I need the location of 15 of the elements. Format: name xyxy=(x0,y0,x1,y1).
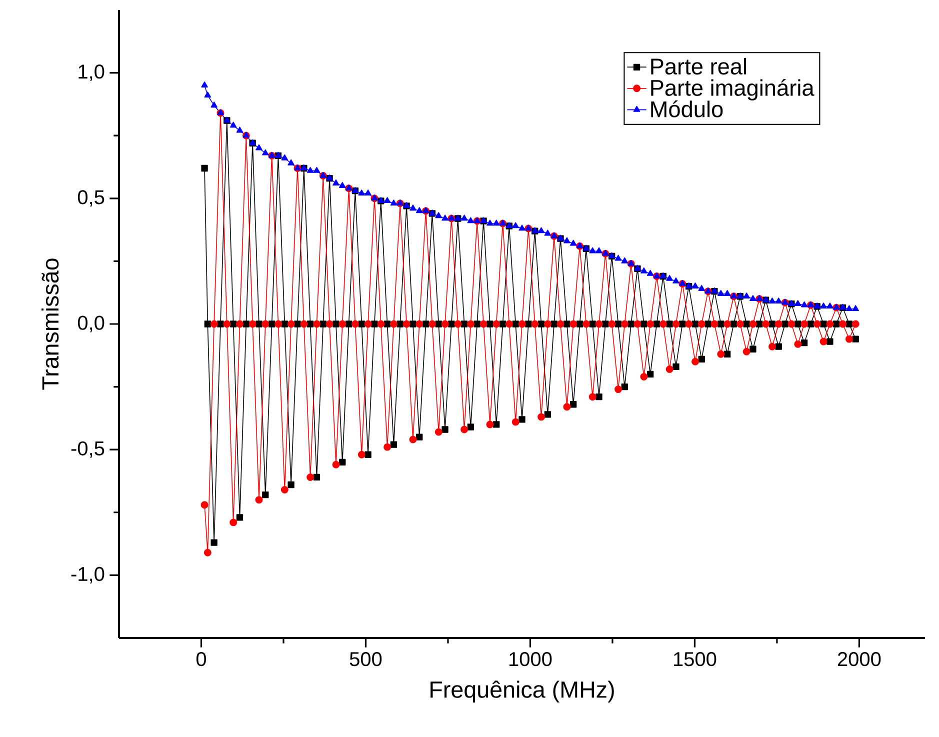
y-tick-label: 0,0 xyxy=(78,316,104,332)
x-tick-label: 1000 xyxy=(510,652,552,666)
x-tick-label: 500 xyxy=(350,652,382,666)
y-tick-label: -0,5 xyxy=(71,441,104,458)
x-tick-label: 1500 xyxy=(674,652,716,666)
y-tick-label: 0,5 xyxy=(78,190,104,207)
x-tick-label: 2000 xyxy=(838,652,881,666)
x-tick-label: 0 xyxy=(196,652,206,666)
legend-label: Parte imaginária xyxy=(651,79,814,100)
legend-label: Parte real xyxy=(651,58,746,75)
y-axis-title: Transmissão xyxy=(42,258,59,390)
y-tick-label: 1,0 xyxy=(78,64,104,82)
legend-label: Módulo xyxy=(651,100,723,118)
x-axis-title: Frequênica (MHz) xyxy=(430,680,614,703)
y-tick-label: -1,0 xyxy=(71,566,104,584)
